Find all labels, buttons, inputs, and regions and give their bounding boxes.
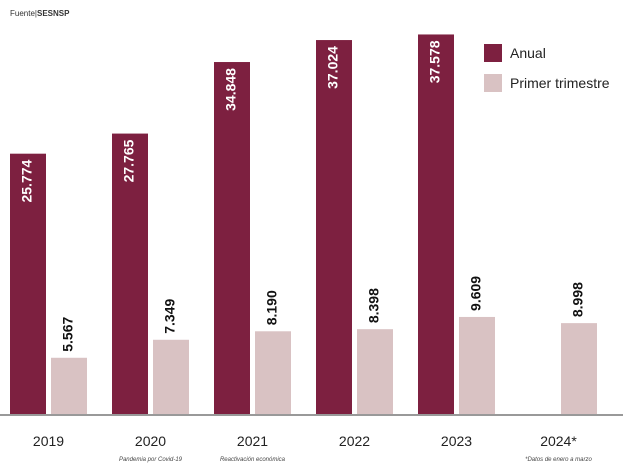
- bar-quarter-1: [153, 339, 189, 414]
- data-label-quarter-1: 7.349: [162, 299, 178, 334]
- x-tick-label-4: 2023: [441, 433, 472, 449]
- bar-annual-1: [112, 133, 148, 415]
- legend-item-annual: Anual: [484, 44, 610, 62]
- x-tick-note-5: *Datos de enero a marzo: [525, 457, 592, 463]
- data-label-annual-0: 25.774: [19, 159, 35, 202]
- x-tick-label-1: 2020: [135, 433, 166, 449]
- source-prefix: Fuente|: [10, 9, 37, 18]
- x-tick-label-3: 2022: [339, 433, 370, 449]
- data-label-annual-1: 27.765: [121, 139, 137, 182]
- bar-annual-0: [10, 153, 46, 414]
- x-tick-note-2: Reactivación económica: [220, 457, 286, 463]
- data-label-quarter-4: 9.609: [468, 276, 484, 311]
- bar-annual-4: [418, 34, 454, 415]
- legend: Anual Primer trimestre: [484, 44, 610, 104]
- x-tick-label-2: 2021: [237, 433, 268, 449]
- legend-label-annual: Anual: [510, 45, 546, 61]
- data-label-quarter-3: 8.398: [366, 288, 382, 323]
- bar-annual-3: [316, 40, 352, 415]
- legend-swatch-annual: [484, 44, 502, 62]
- source-credit: Fuente|SESNSP: [10, 9, 69, 18]
- bar-annual-2: [214, 62, 250, 415]
- legend-swatch-quarter: [484, 74, 502, 92]
- bar-quarter-0: [51, 357, 87, 414]
- data-label-quarter-2: 8.190: [264, 290, 280, 325]
- bar-quarter-3: [357, 329, 393, 414]
- source-name: SESNSP: [36, 9, 70, 18]
- bar-quarter-5: [561, 323, 597, 414]
- legend-item-quarter: Primer trimestre: [484, 74, 610, 92]
- legend-label-quarter: Primer trimestre: [510, 75, 610, 91]
- x-tick-label-0: 2019: [33, 433, 64, 449]
- data-label-quarter-5: 8.998: [570, 282, 586, 317]
- data-label-annual-4: 37.578: [427, 40, 443, 83]
- bar-quarter-2: [255, 331, 291, 414]
- data-label-quarter-0: 5.567: [60, 317, 76, 352]
- data-label-annual-2: 34.848: [223, 68, 239, 111]
- x-tick-note-1: Pandemia por Covid-19: [119, 457, 183, 463]
- x-tick-label-5: 2024*: [540, 433, 577, 449]
- bar-quarter-4: [459, 316, 495, 414]
- data-label-annual-3: 37.024: [325, 46, 341, 89]
